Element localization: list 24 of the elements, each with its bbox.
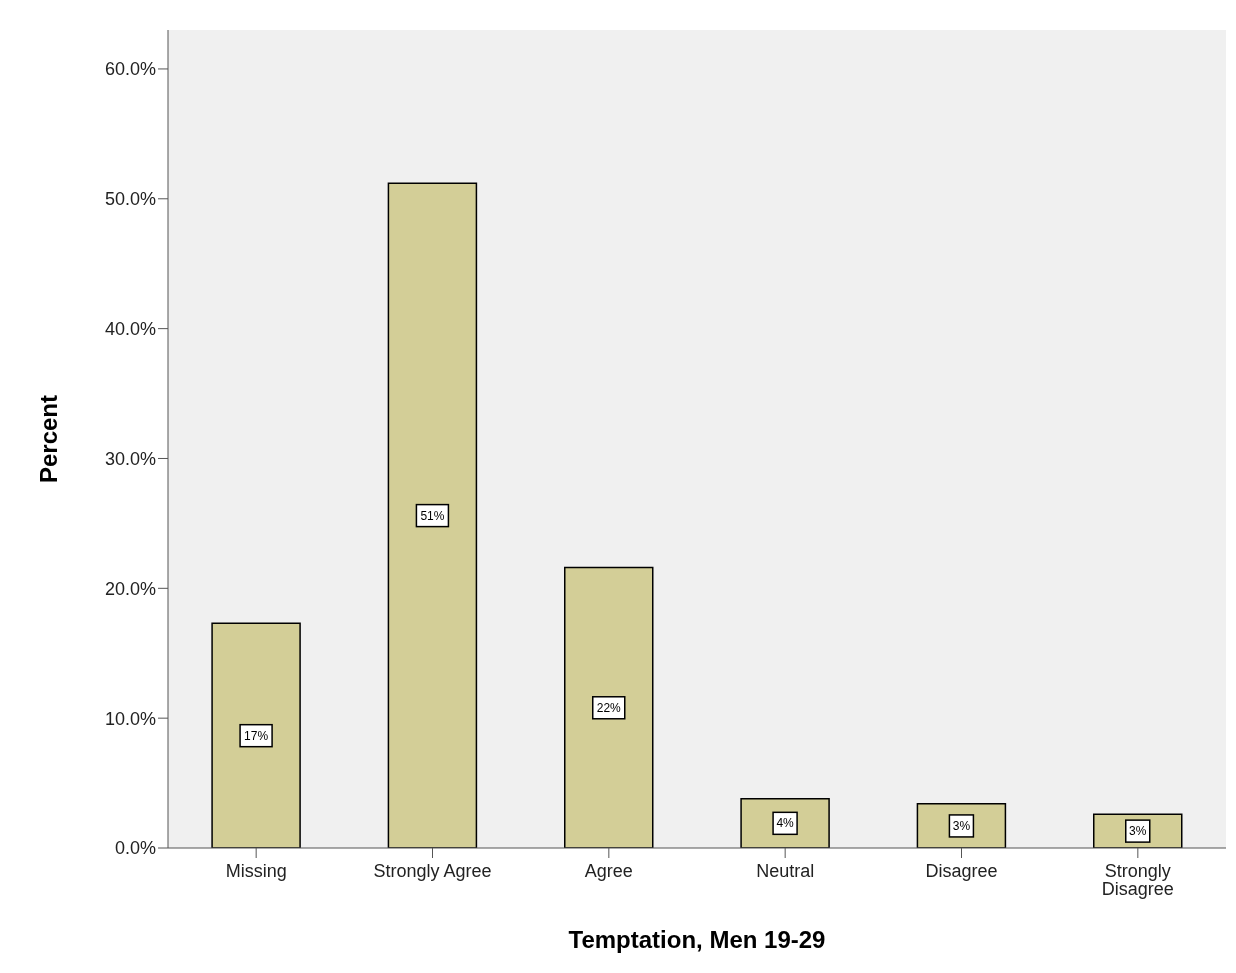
y-tick-label: 40.0% — [104, 319, 156, 340]
x-tick-label: Disagree — [925, 860, 998, 881]
bar — [211, 622, 301, 848]
x-axis-title: Temptation, Men 19-29 — [568, 926, 826, 953]
x-tick-label: Agree — [584, 860, 633, 881]
data-label: 17% — [244, 728, 269, 743]
x-tick-label: Strongly Agree — [373, 860, 492, 881]
data-label: 4% — [776, 816, 795, 831]
y-tick-label: 30.0% — [104, 448, 156, 469]
y-tick-label: 60.0% — [104, 59, 156, 80]
y-tick-label: 50.0% — [104, 189, 156, 210]
x-tick-label: Strongly Disagree — [1101, 860, 1174, 899]
bar — [387, 182, 478, 848]
data-label: 51% — [420, 508, 445, 523]
data-label: 3% — [952, 818, 971, 833]
x-tick-label: Missing — [225, 860, 287, 881]
y-tick-label: 20.0% — [104, 578, 156, 599]
y-tick-label: 10.0% — [104, 708, 156, 729]
data-label: 22% — [596, 700, 622, 715]
y-axis-title: Percent — [34, 394, 62, 484]
x-tick-label: Neutral — [756, 860, 815, 881]
y-tick-label: 0.0% — [114, 838, 156, 859]
bar — [564, 566, 654, 848]
data-label: 3% — [1129, 824, 1147, 839]
